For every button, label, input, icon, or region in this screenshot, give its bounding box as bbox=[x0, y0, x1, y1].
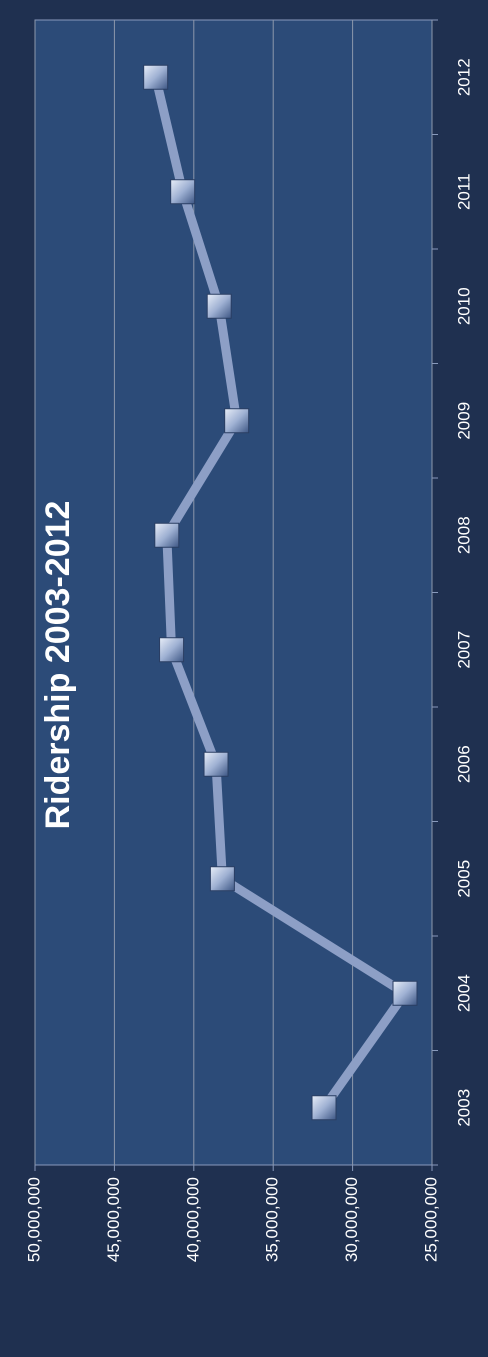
x-tick-label: 2003 bbox=[454, 1089, 473, 1127]
marker bbox=[311, 1095, 337, 1121]
line bbox=[151, 76, 410, 1111]
y-tick-label: 45,000,000 bbox=[104, 1177, 123, 1262]
x-tick-label: 2011 bbox=[454, 173, 473, 210]
y-tick-label: 50,000,000 bbox=[24, 1177, 43, 1262]
marker bbox=[392, 980, 418, 1006]
x-tick-label: 2010 bbox=[454, 287, 473, 325]
y-tick-label: 30,000,000 bbox=[342, 1177, 361, 1262]
x-tick-label: 2012 bbox=[454, 58, 473, 96]
x-tick-label: 2007 bbox=[454, 631, 473, 669]
chart-title: Ridership 2003-2012 bbox=[39, 501, 77, 830]
x-tick-label: 2006 bbox=[454, 745, 473, 783]
x-tick-label: 2008 bbox=[454, 516, 473, 554]
y-tick-label: 25,000,000 bbox=[421, 1177, 440, 1262]
marker bbox=[170, 179, 196, 205]
marker bbox=[203, 751, 229, 777]
marker bbox=[143, 64, 169, 90]
y-tick-label: 40,000,000 bbox=[183, 1177, 202, 1262]
x-tick-label: 2009 bbox=[454, 402, 473, 440]
marker bbox=[224, 408, 250, 434]
y-tick-label: 35,000,000 bbox=[263, 1177, 282, 1262]
marker bbox=[209, 866, 235, 892]
x-tick-label: 2004 bbox=[454, 974, 473, 1012]
x-tick-label: 2005 bbox=[454, 860, 473, 898]
marker bbox=[159, 637, 185, 663]
marker bbox=[206, 293, 232, 319]
marker bbox=[154, 522, 180, 548]
plot-area bbox=[34, 19, 433, 1166]
